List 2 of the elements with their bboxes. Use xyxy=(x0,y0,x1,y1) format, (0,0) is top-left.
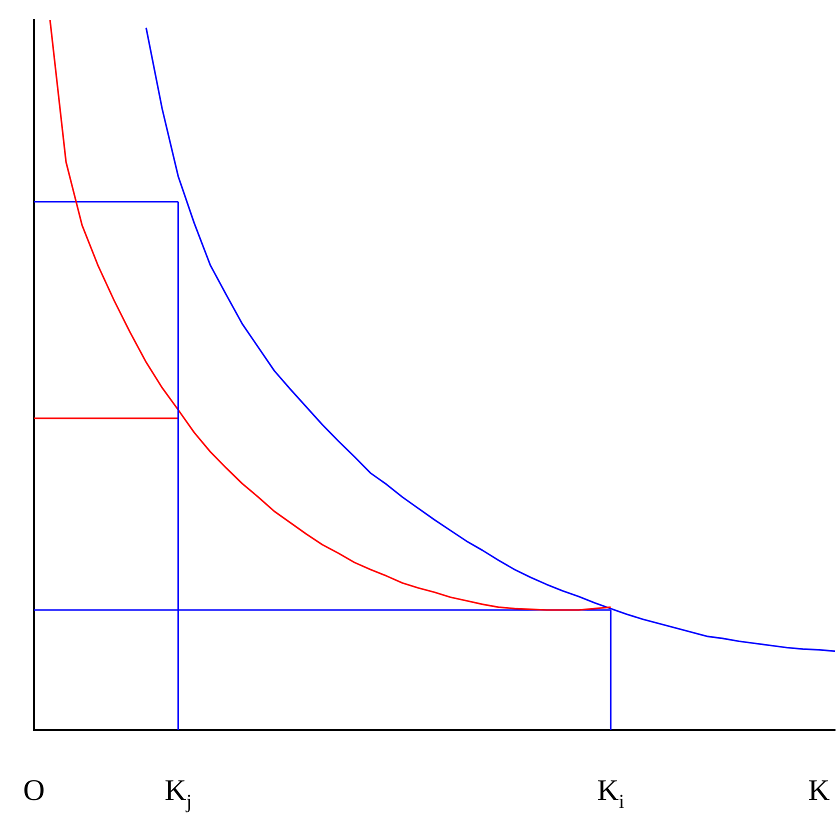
x-tick-label: K xyxy=(808,774,830,807)
x-tick-label: O xyxy=(23,774,45,807)
